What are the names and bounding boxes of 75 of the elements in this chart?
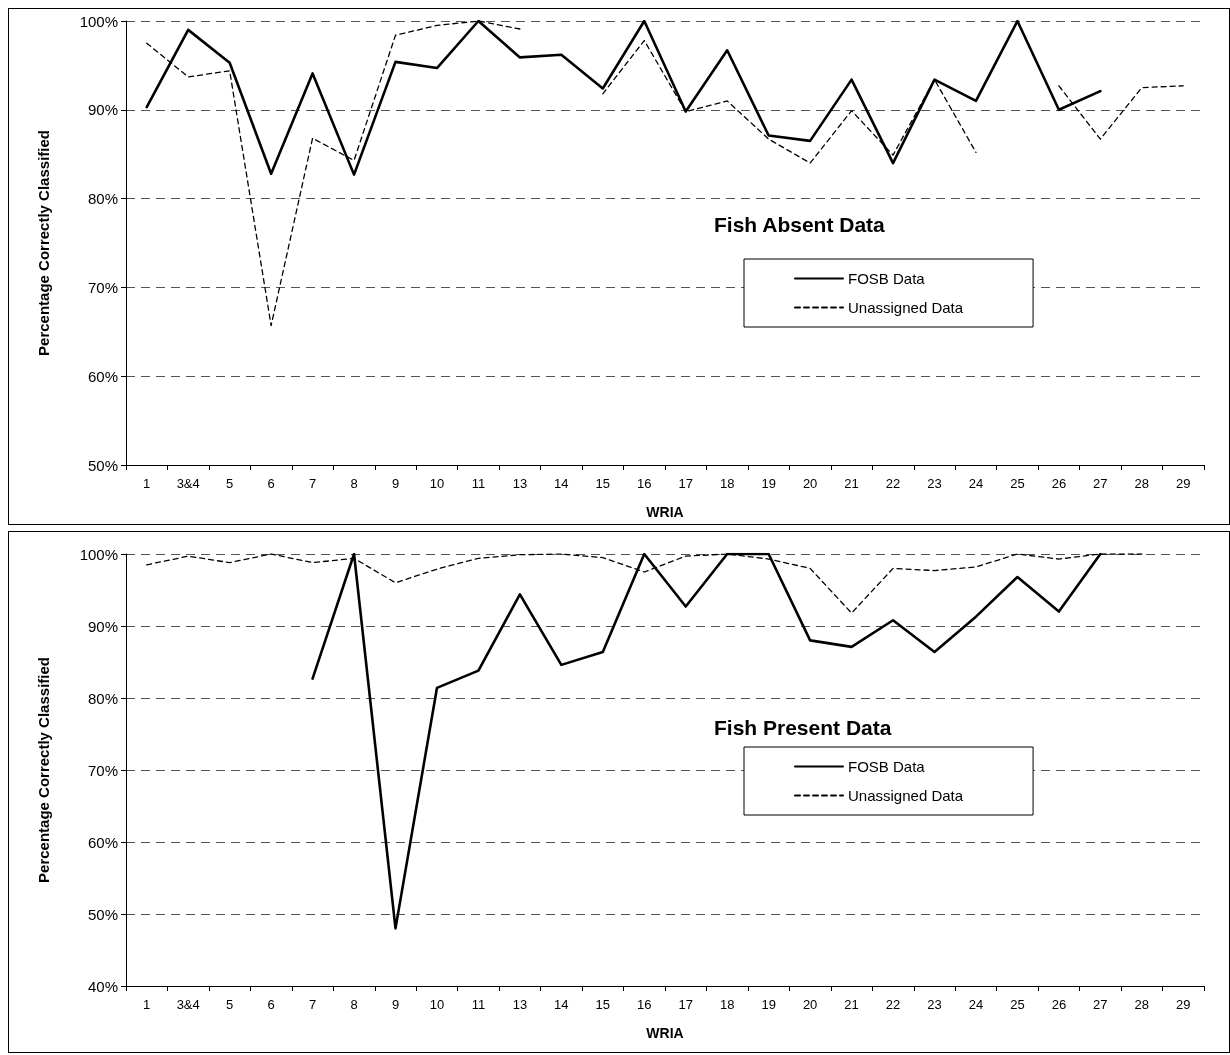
x-tick-label: 7 xyxy=(308,997,317,1012)
legend-label: Unassigned Data xyxy=(848,299,964,316)
x-tick-label: 25 xyxy=(1010,476,1025,491)
x-tick-label: 22 xyxy=(885,997,901,1012)
x-tick-label: 22 xyxy=(885,476,901,491)
x-tick-label: 20 xyxy=(802,997,818,1012)
y-tick-label: 100% xyxy=(79,12,118,30)
x-tick-label: 1 xyxy=(143,476,151,491)
x-tick-label: 3&4 xyxy=(176,997,200,1012)
x-axis-title: WRIA xyxy=(646,1025,684,1041)
x-tick-label: 16 xyxy=(637,476,652,491)
x-tick-label: 21 xyxy=(844,997,859,1012)
x-tick-label: 26 xyxy=(1051,997,1067,1012)
x-axis-title: WRIA xyxy=(646,504,684,520)
x-tick-label: 19 xyxy=(761,476,776,491)
y-tick-label: 60% xyxy=(87,833,118,851)
x-tick-label: 18 xyxy=(719,997,735,1012)
y-tick-label: 70% xyxy=(87,278,118,296)
x-tick-label: 27 xyxy=(1093,476,1108,491)
y-tick-label: 100% xyxy=(79,545,118,563)
y-tick-label: 80% xyxy=(87,689,118,707)
x-tick-label: 26 xyxy=(1051,476,1067,491)
x-tick-label: 11 xyxy=(471,997,486,1012)
legend-label: FOSB Data xyxy=(848,270,926,287)
x-tick-label: 9 xyxy=(391,997,400,1012)
x-tick-label: 19 xyxy=(761,997,776,1012)
x-tick-label: 7 xyxy=(308,476,317,491)
x-tick-label: 1 xyxy=(143,997,151,1012)
x-tick-label: 10 xyxy=(429,476,445,491)
x-tick-label: 9 xyxy=(391,476,400,491)
x-tick-label: 24 xyxy=(968,997,984,1012)
x-tick-label: 28 xyxy=(1134,997,1150,1012)
x-tick-label: 3&4 xyxy=(176,476,200,491)
x-tick-label: 18 xyxy=(719,476,735,491)
x-tick-label: 13 xyxy=(512,476,528,491)
y-axis-title: Percentage Correctly Classified xyxy=(35,130,52,356)
x-tick-label: 27 xyxy=(1093,997,1108,1012)
x-tick-label: 23 xyxy=(927,476,942,491)
y-tick-label: 50% xyxy=(87,905,118,923)
x-tick-label: 20 xyxy=(802,476,818,491)
text: Fish Absent Data xyxy=(714,213,886,236)
x-tick-label: 13 xyxy=(512,997,528,1012)
x-tick-label: 15 xyxy=(595,997,611,1012)
x-tick-label: 6 xyxy=(267,997,275,1012)
x-tick-label: 5 xyxy=(226,997,234,1012)
x-tick-label: 5 xyxy=(226,476,234,491)
x-tick-label: 24 xyxy=(968,476,984,491)
y-tick-label: 70% xyxy=(87,761,118,779)
legend-label: FOSB Data xyxy=(848,758,926,775)
y-axis-title: Percentage Correctly Classified xyxy=(35,657,52,883)
x-tick-label: 23 xyxy=(927,997,942,1012)
x-tick-label: 10 xyxy=(429,997,445,1012)
x-tick-label: 17 xyxy=(678,476,693,491)
x-tick-label: 14 xyxy=(554,997,569,1012)
x-tick-label: 11 xyxy=(471,476,486,491)
x-tick-label: 17 xyxy=(678,997,693,1012)
x-tick-label: 29 xyxy=(1176,476,1191,491)
y-tick-label: 50% xyxy=(87,456,118,474)
x-tick-label: 8 xyxy=(350,997,358,1012)
y-tick-label: 60% xyxy=(87,367,118,385)
y-tick-label: 40% xyxy=(87,977,118,995)
x-tick-label: 16 xyxy=(637,997,652,1012)
legend-label: Unassigned Data xyxy=(848,787,964,804)
y-tick-label: 90% xyxy=(87,617,118,635)
x-tick-label: 8 xyxy=(350,476,358,491)
x-tick-label: 28 xyxy=(1134,476,1150,491)
y-tick-label: 80% xyxy=(87,190,118,208)
y-tick-label: 90% xyxy=(87,101,118,119)
x-tick-label: 6 xyxy=(267,476,275,491)
x-tick-label: 15 xyxy=(595,476,611,491)
x-tick-label: 25 xyxy=(1010,997,1025,1012)
x-tick-label: 29 xyxy=(1176,997,1191,1012)
x-tick-label: 21 xyxy=(844,476,859,491)
x-tick-label: 14 xyxy=(554,476,569,491)
text: Fish Present Data xyxy=(714,716,892,739)
